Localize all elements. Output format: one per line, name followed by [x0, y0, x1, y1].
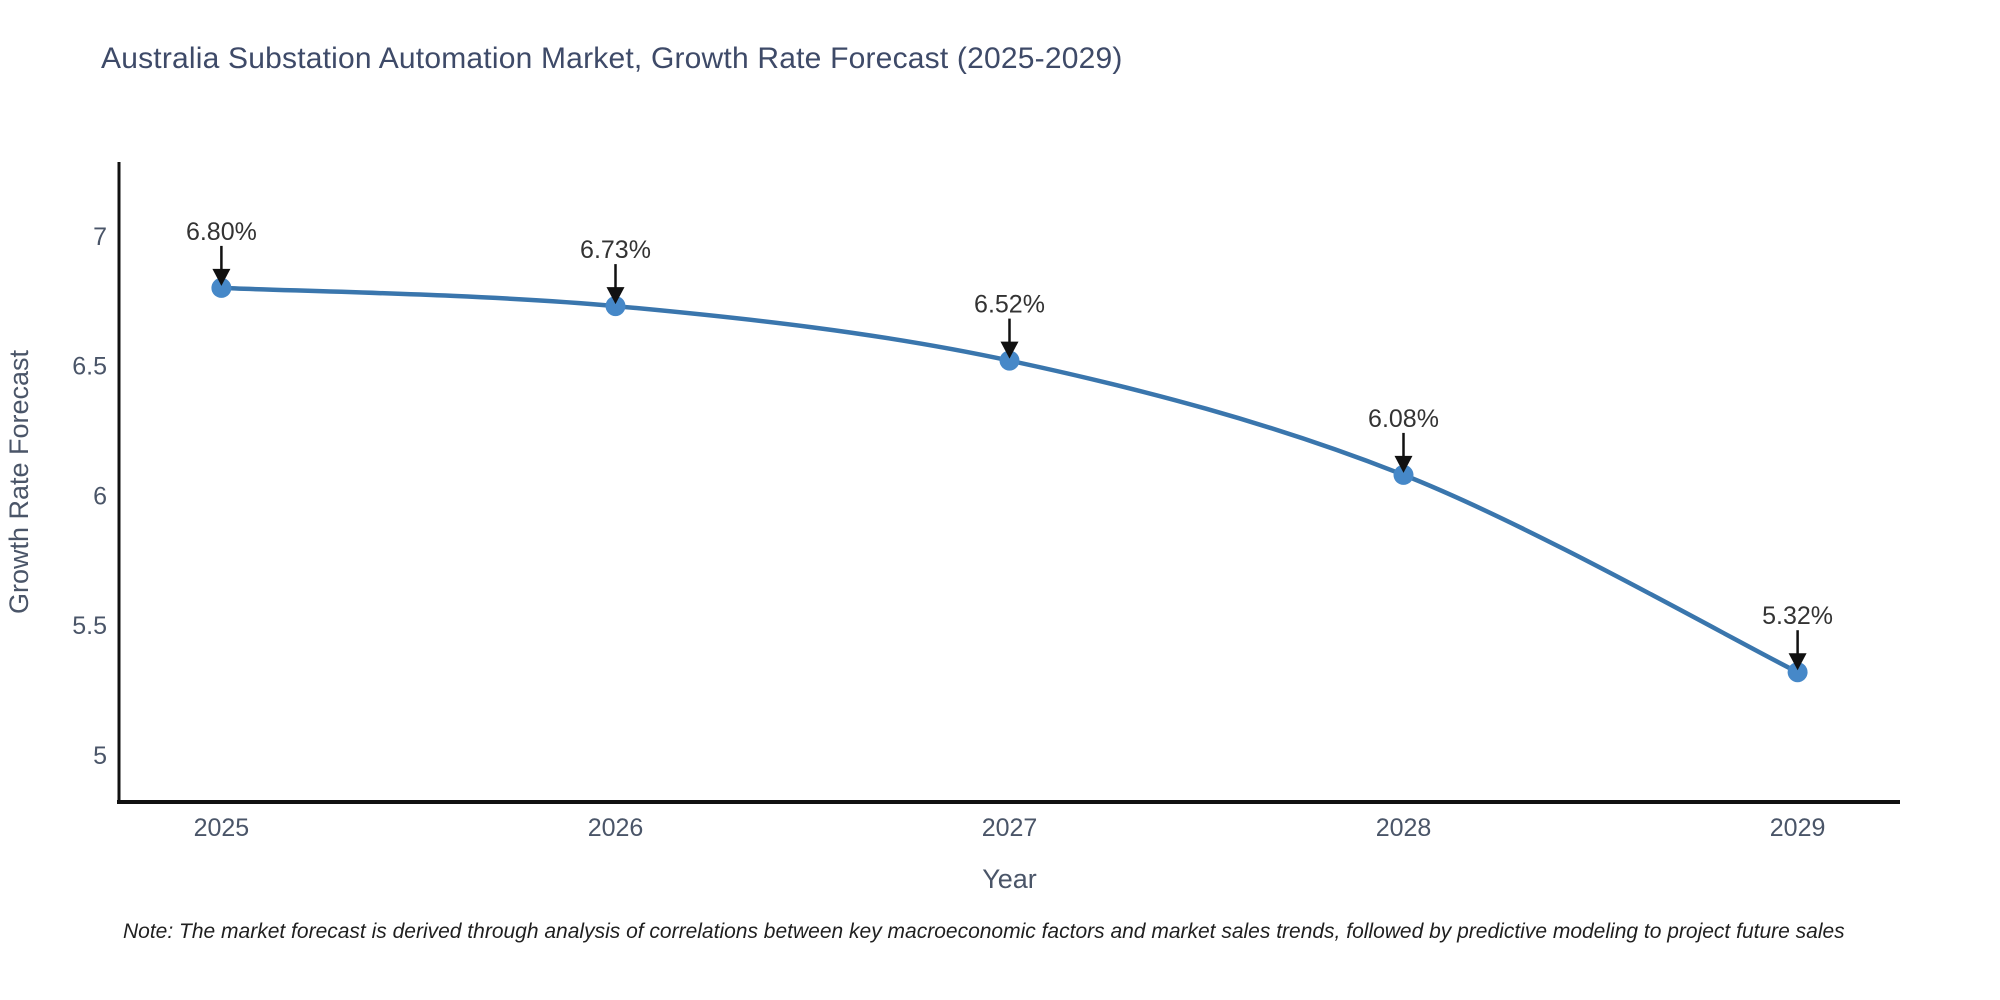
- chart-title: Australia Substation Automation Market, …: [101, 42, 1123, 75]
- annotation-arrowhead-icon: [1788, 653, 1807, 671]
- annotation-label: 6.73%: [580, 236, 651, 264]
- y-tick-label: 6.5: [72, 353, 107, 381]
- data-point-2029[interactable]: [1787, 662, 1808, 683]
- y-tick-label: 7: [93, 223, 107, 251]
- x-tick-label: 2026: [588, 814, 644, 842]
- x-tick-label: 2029: [1770, 814, 1826, 842]
- data-point-2028[interactable]: [1393, 464, 1414, 485]
- annotation-label: 6.08%: [1368, 405, 1439, 433]
- y-axis-title: Growth Rate Forecast: [4, 349, 34, 614]
- y-tick-label: 5: [93, 742, 107, 770]
- x-tick-label: 2028: [1376, 814, 1432, 842]
- annotation-label: 6.80%: [186, 218, 257, 246]
- x-tick-label: 2025: [194, 814, 250, 842]
- annotation-label: 5.32%: [1762, 602, 1833, 630]
- data-point-2027[interactable]: [999, 350, 1020, 371]
- annotation-arrowhead-icon: [606, 287, 625, 305]
- annotation-label: 6.52%: [974, 291, 1045, 319]
- footnote: Note: The market forecast is derived thr…: [123, 920, 1845, 943]
- annotation-arrowhead-icon: [1000, 341, 1019, 359]
- y-tick-label: 6: [93, 482, 107, 510]
- annotation-arrowhead-icon: [212, 268, 231, 286]
- annotation-arrowhead-icon: [1394, 455, 1413, 473]
- y-tick-label: 5.5: [72, 612, 107, 640]
- data-point-2025[interactable]: [211, 277, 232, 298]
- x-tick-label: 2027: [982, 814, 1038, 842]
- x-axis-title: Year: [982, 864, 1037, 894]
- data-point-2026[interactable]: [605, 296, 626, 317]
